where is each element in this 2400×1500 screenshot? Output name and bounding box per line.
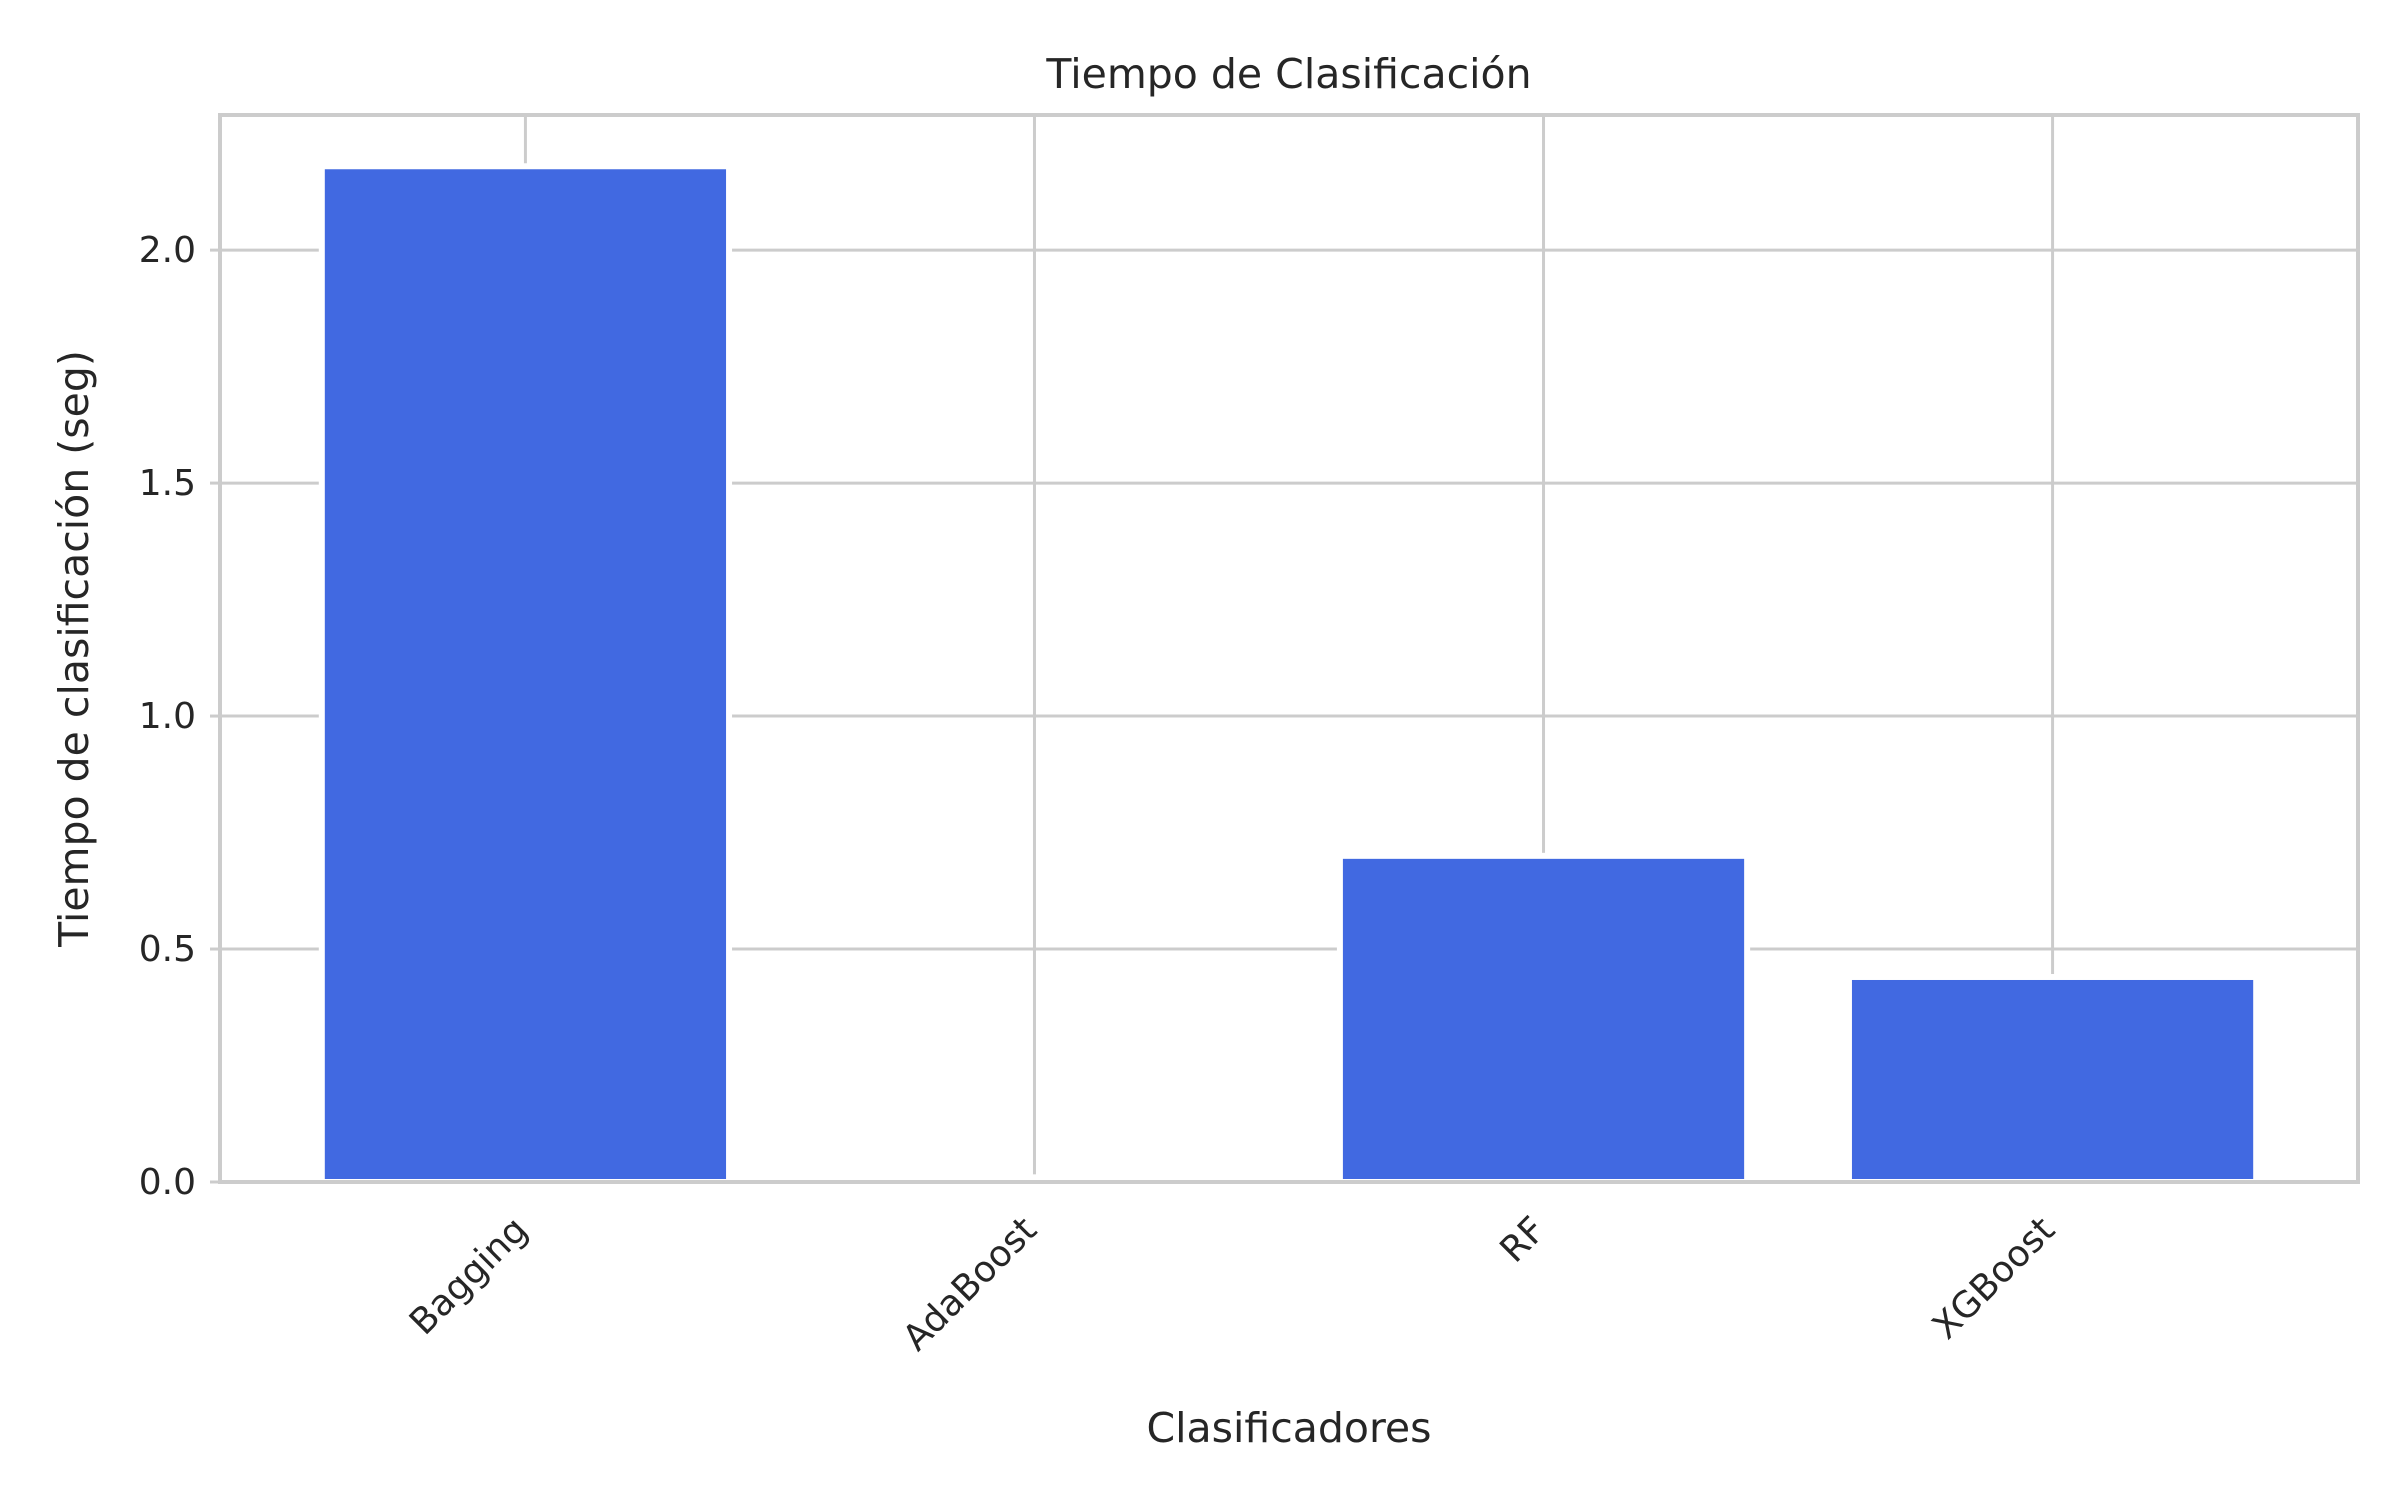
y-tick-label: 0.5	[139, 929, 196, 970]
axes-frame	[218, 113, 2360, 1184]
chart-title: Tiempo de Clasificación	[1045, 50, 1531, 98]
y-tick-label: 0.0	[139, 1162, 196, 1203]
bar-xgboost	[1845, 973, 2260, 1185]
y-axis-ticks: 0.0 0.5 1.0 1.5 2.0	[139, 230, 220, 1203]
bar-bagging	[318, 163, 733, 1185]
y-tick-label: 1.5	[139, 463, 196, 504]
y-tick-label: 1.0	[139, 696, 196, 737]
y-tick-label: 2.0	[139, 230, 196, 271]
bars	[318, 163, 2260, 1185]
bar-rf	[1336, 852, 1751, 1185]
y-axis-label: Tiempo de clasificación (seg)	[50, 350, 98, 948]
x-axis-label: Clasificadores	[1146, 1404, 1431, 1452]
